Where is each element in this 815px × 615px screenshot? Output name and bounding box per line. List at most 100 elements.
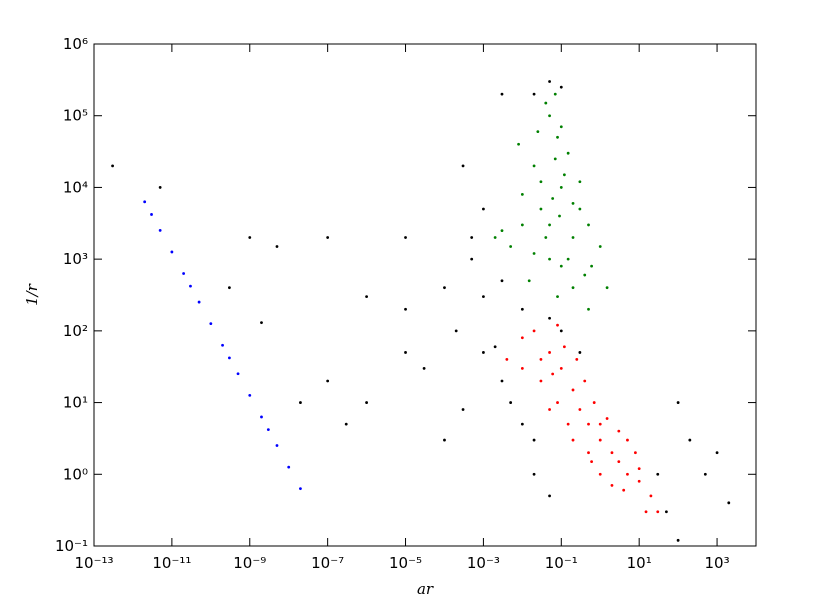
point xyxy=(617,460,621,464)
point xyxy=(637,467,641,471)
point xyxy=(578,351,582,354)
point xyxy=(520,307,524,311)
point xyxy=(500,92,504,96)
point xyxy=(583,379,587,383)
point xyxy=(587,223,590,227)
point xyxy=(703,472,707,476)
point xyxy=(544,101,548,105)
y-tick-label: 10⁵ xyxy=(63,107,88,125)
point xyxy=(676,538,680,542)
point xyxy=(566,257,570,261)
point xyxy=(605,286,609,290)
point xyxy=(532,438,536,442)
point xyxy=(143,200,147,204)
point xyxy=(500,279,504,283)
y-tick-label: 10² xyxy=(63,322,88,340)
y-axis-label: 1/r xyxy=(23,283,41,306)
point xyxy=(520,422,524,426)
point xyxy=(228,356,231,360)
point xyxy=(715,451,719,455)
point xyxy=(562,345,566,349)
point xyxy=(287,465,291,469)
point xyxy=(482,295,485,299)
point xyxy=(493,236,497,239)
point xyxy=(605,417,609,420)
point xyxy=(482,207,485,211)
point xyxy=(404,351,407,354)
point xyxy=(461,408,465,411)
y-tick-label: 10⁰ xyxy=(63,465,88,483)
point xyxy=(548,408,551,411)
point xyxy=(598,438,602,442)
point xyxy=(454,329,458,333)
y-tick-label: 10³ xyxy=(63,250,88,268)
point xyxy=(299,401,302,404)
point xyxy=(197,300,201,304)
point xyxy=(548,80,551,83)
point xyxy=(248,236,252,239)
point xyxy=(236,372,240,376)
point xyxy=(505,357,509,361)
point xyxy=(556,323,559,327)
point xyxy=(551,197,555,200)
point xyxy=(626,472,629,476)
point xyxy=(404,307,407,311)
x-tick-label: 10⁻⁹ xyxy=(233,554,266,572)
x-tick-label: 10⁻¹³ xyxy=(74,554,113,572)
point xyxy=(532,252,536,255)
point xyxy=(520,336,524,340)
x-tick-label: 10⁻⁵ xyxy=(389,554,422,572)
point xyxy=(578,180,582,184)
point xyxy=(553,157,557,161)
point xyxy=(571,236,575,239)
point xyxy=(590,264,593,268)
point xyxy=(539,207,543,211)
point xyxy=(470,257,474,261)
point xyxy=(443,286,446,290)
point xyxy=(559,85,563,89)
point xyxy=(558,214,561,218)
point xyxy=(248,393,252,397)
y-tick-label: 10¹ xyxy=(63,394,88,412)
point xyxy=(461,164,465,168)
point xyxy=(622,488,626,492)
point xyxy=(527,279,531,283)
point xyxy=(539,379,543,383)
point xyxy=(500,229,504,233)
point xyxy=(158,186,162,189)
point xyxy=(571,388,575,392)
x-tick-label: 10⁻¹¹ xyxy=(152,554,191,572)
point xyxy=(559,125,563,129)
point xyxy=(111,164,114,168)
point xyxy=(365,295,368,299)
point xyxy=(626,438,629,442)
point xyxy=(688,438,692,442)
point xyxy=(664,510,668,514)
point xyxy=(520,223,524,227)
point xyxy=(587,307,590,311)
point xyxy=(559,366,563,370)
point xyxy=(578,207,582,211)
point xyxy=(566,422,570,426)
x-tick-label: 10⁻⁷ xyxy=(311,554,344,572)
point xyxy=(539,357,543,361)
point xyxy=(571,286,575,290)
point xyxy=(170,250,174,254)
point xyxy=(571,201,575,205)
point xyxy=(590,460,593,464)
point xyxy=(562,173,566,177)
point xyxy=(556,135,559,139)
point xyxy=(548,114,551,118)
point xyxy=(634,451,637,455)
point xyxy=(553,92,557,96)
point xyxy=(656,510,660,514)
point xyxy=(656,472,660,476)
point xyxy=(470,236,474,239)
point xyxy=(610,483,614,487)
point xyxy=(275,444,279,447)
point xyxy=(559,186,563,189)
x-tick-label: 10⁻¹ xyxy=(545,554,578,572)
point xyxy=(532,164,536,168)
point xyxy=(260,415,263,419)
